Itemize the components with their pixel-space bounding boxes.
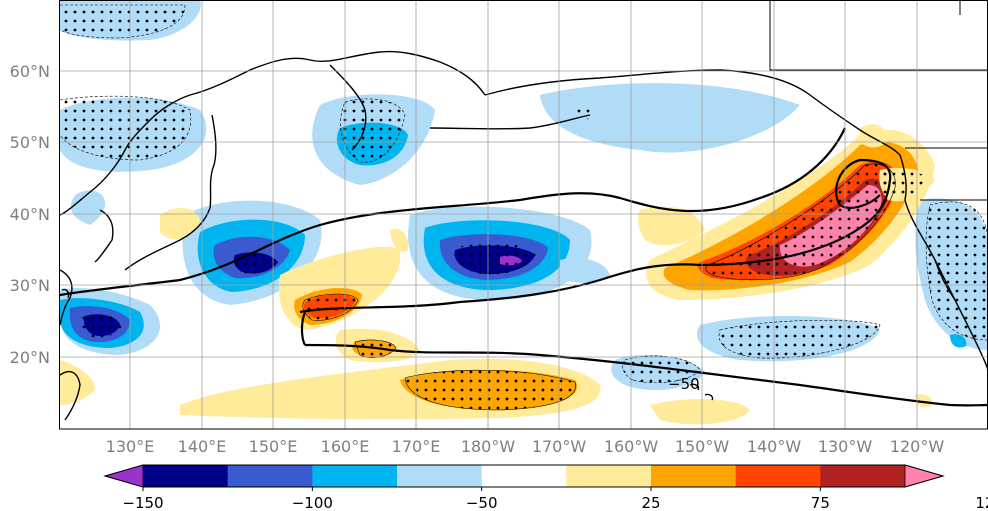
colorbar-tick-label: −100 [292,494,333,511]
lon-labels: 130°E 140°E 150°E 160°E 170°E 180°W 170°… [106,437,945,456]
anomaly-pos-area [637,206,705,246]
taiwan-coast [61,288,70,299]
gridlines [59,0,988,429]
colorbar-cells [103,464,945,488]
colorbar-cell [397,465,483,487]
lat-label: 50°N [10,133,50,152]
colorbar-ticks: −150 −100 −50 25 75 125 [122,487,988,511]
map-panel: −50 [59,0,988,429]
lon-label: 120°W [890,437,945,456]
anomaly-pos-area [915,394,933,408]
lon-label: 160°W [604,437,659,456]
kamchatka-coast [329,64,367,151]
mean-contours [59,127,988,407]
lon-label: 130°E [106,437,155,456]
contour-label: −50 [668,375,700,393]
philippines-coast [59,370,81,421]
colorbar-cell [481,465,567,487]
colorbar-cell [143,465,229,487]
anomaly-neg-area [560,258,610,283]
colorbar-tick-label: −150 [122,494,163,511]
anomaly-pos-area [650,398,750,425]
colorbar-extend-min [103,464,144,488]
anomaly-neg-area [950,334,967,348]
colorbar-cell [651,465,737,487]
anomaly-pos-area [60,360,95,405]
colorbar-cell [227,465,313,487]
lon-label: 130°W [818,437,873,456]
lon-label: 180°W [461,437,516,456]
colorbar-tick-label: 125 [975,494,988,511]
colorbar-cell [312,465,398,487]
anomaly-pos-area [390,228,409,252]
significance-contours [59,4,988,411]
lon-label: 140°W [747,437,802,456]
lat-label: 60°N [10,62,50,81]
hawaii-islands [689,383,714,401]
china-coast [59,269,73,326]
colorbar-cell [566,465,652,487]
colorbar-extend-max [904,464,945,488]
colorbar-cell [735,465,821,487]
colorbar-cell [820,465,906,487]
lon-label: 140°E [178,437,227,456]
lat-labels: 60°N 50°N 40°N 30°N 20°N [10,62,50,367]
lon-label: 150°E [249,437,298,456]
japan-coast [124,114,217,271]
lat-label: 40°N [10,205,50,224]
alaska-coast [484,69,901,156]
asia-coast [59,50,486,216]
korea-coast [94,209,114,263]
lon-label: 150°W [675,437,730,456]
lon-label: 160°E [321,437,370,456]
lat-label: 20°N [10,348,50,367]
aleutians [429,114,591,130]
anomaly-neg-area [70,190,106,225]
borders [769,0,988,201]
colorbar-tick-label: −50 [466,494,498,511]
colorbar-tick-label: 25 [641,494,660,511]
anomaly-pos-area [160,208,200,240]
coastlines [59,50,988,421]
anomaly-neg-area [540,83,800,153]
baja-coast [934,259,956,301]
lat-label: 30°N [10,276,50,295]
colorbar-tick-label: 75 [811,494,830,511]
colorbar: −150 −100 −50 25 75 125 [103,464,988,511]
lon-label: 170°W [532,437,587,456]
lon-label: 170°E [392,437,441,456]
